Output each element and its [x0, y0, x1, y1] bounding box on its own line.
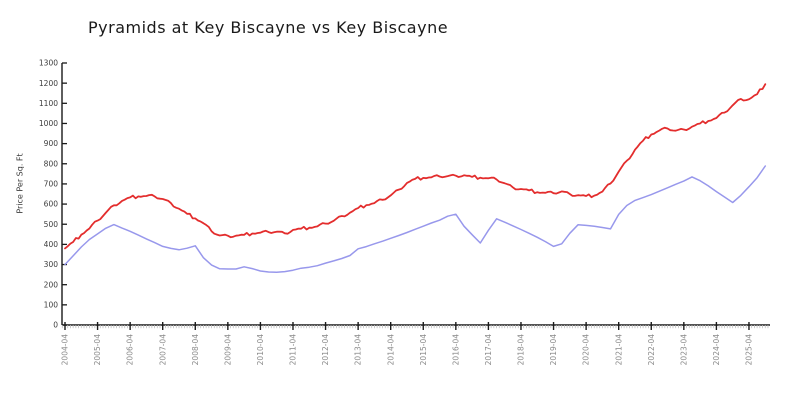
x-tick-label: 2017-04: [484, 334, 493, 366]
y-tick-label: 100: [44, 300, 59, 309]
series-line-key-biscayne: [64, 165, 767, 273]
y-tick-label: 1000: [39, 119, 58, 128]
x-tick-label: 2019-04: [549, 334, 558, 366]
x-tick-label: 2023-04: [679, 334, 688, 366]
x-tick-label: 2009-04: [223, 334, 232, 366]
x-tick-label: 2025-04: [745, 334, 754, 366]
y-tick-label: 500: [44, 220, 59, 229]
x-tick-label: 2018-04: [517, 334, 526, 366]
x-tick-label: 2020-04: [582, 334, 591, 366]
x-tick-label: 2006-04: [126, 334, 135, 366]
y-tick-label: 700: [44, 180, 59, 189]
y-axis-label: Price Per Sq. Ft: [15, 153, 25, 214]
x-tick-label: 2004-04: [61, 334, 70, 366]
x-tick-label: 2021-04: [614, 334, 623, 366]
series-line-pyramids-at-key-biscayne: [64, 83, 767, 250]
x-tick-label: 2011-04: [289, 334, 298, 366]
x-tick-label: 2008-04: [191, 334, 200, 366]
y-tick-label: 1300: [39, 59, 58, 68]
y-tick-label: 900: [44, 139, 59, 148]
y-tick-label: 0: [53, 321, 58, 330]
y-tick-label: 400: [44, 240, 59, 249]
x-tick-label: 2014-04: [386, 334, 395, 366]
x-tick-label: 2010-04: [256, 334, 265, 366]
x-tick-label: 2015-04: [419, 334, 428, 366]
y-tick-label: 1100: [39, 99, 58, 108]
x-tick-label: 2024-04: [712, 334, 721, 366]
x-tick-label: 2022-04: [647, 334, 656, 366]
x-tick-label: 2007-04: [158, 334, 167, 366]
y-tick-label: 1200: [39, 79, 58, 88]
x-tick-label: 2005-04: [93, 334, 102, 366]
y-tick-label: 200: [44, 280, 59, 289]
x-tick-label: 2012-04: [321, 334, 330, 366]
y-tick-label: 300: [44, 260, 59, 269]
y-tick-label: 800: [44, 159, 59, 168]
y-tick-label: 600: [44, 200, 59, 209]
chart-title: Pyramids at Key Biscayne vs Key Biscayne: [88, 18, 449, 37]
x-tick-label: 2013-04: [354, 334, 363, 366]
x-tick-label: 2016-04: [451, 334, 460, 366]
